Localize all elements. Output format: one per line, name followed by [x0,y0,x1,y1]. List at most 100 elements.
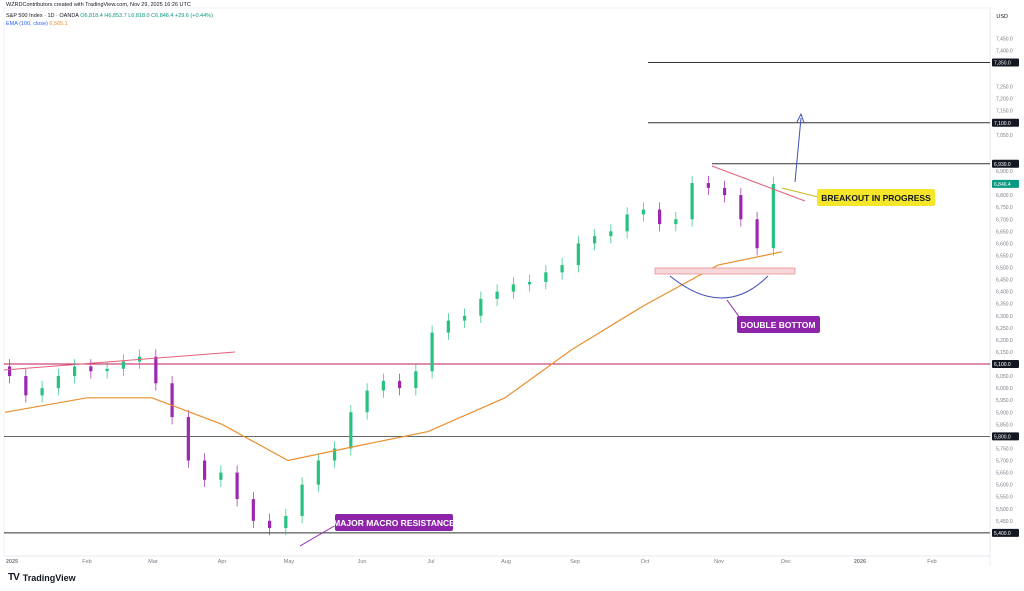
candle-body [105,368,109,372]
candle-body [40,388,44,396]
last-price-tag [992,179,1019,188]
candle-body [381,380,385,391]
y-tick-label: 6,000.0 [996,386,1013,392]
candle-body [690,183,694,220]
level-price-label: 6,100.0 [994,362,1011,368]
brand-name: TradingView [22,572,76,583]
ema-label[interactable]: EMA (100, close) [6,21,48,27]
y-tick-label: 5,750.0 [996,446,1013,452]
y-tick-label: 6,250.0 [996,326,1013,332]
y-tick-label: 6,500.0 [996,266,1013,272]
double-bottom-callout-label: DOUBLE BOTTOM [741,320,816,330]
candle-body [268,520,272,529]
y-tick-label: 7,450.0 [996,36,1013,42]
candle-body [560,265,564,273]
ascending-trendline [3,351,236,371]
ema-line [4,251,783,462]
candle-body [365,390,369,413]
candle-body [479,298,483,316]
breakout-callout-pointer [781,187,819,198]
y-tick-label: 6,050.0 [996,374,1013,380]
candle-body [414,371,418,389]
y-tick-label: 6,150.0 [996,350,1013,356]
candle-body [186,417,190,461]
level-price-label: 5,800.0 [994,434,1011,440]
candle-body [8,366,12,377]
candle-body [349,412,353,449]
level-price-tag [992,360,1019,368]
y-tick-label: 6,700.0 [996,217,1013,223]
candle-body [219,472,223,480]
candle-body [755,219,759,249]
y-tick-label: 5,900.0 [996,410,1013,416]
candle-body [251,499,255,521]
y-tick-label: 6,450.0 [996,278,1013,284]
candle-body [723,187,727,196]
y-tick-label: 5,450.0 [996,519,1013,525]
candle-body [446,320,450,333]
level-price-tag [992,159,1019,168]
candle-body [463,315,467,321]
y-tick-label: 5,550.0 [996,495,1013,501]
symbol-name[interactable]: S&P 500 Index · 1D · OANDA [6,13,79,19]
level-price-tag [992,528,1019,537]
candle-body [511,284,515,292]
candle-body [203,460,207,480]
x-tick-label: Jul [427,559,434,565]
y-tick-label: 5,600.0 [996,483,1013,489]
y-tick-label: 6,600.0 [996,241,1013,247]
level-price-tag [992,432,1019,441]
last-price-label: 6,846.4 [994,182,1011,188]
candle-body [593,236,597,244]
ema-legend: EMA (100, close) 6,565.1 [6,21,68,27]
y-tick-label: 7,050.0 [996,133,1013,139]
macro-callout [335,514,453,531]
x-tick-label: Nov [714,559,724,565]
candle-body [576,243,580,266]
candle-body [430,332,434,372]
candle-body [528,281,532,285]
candle-body [24,376,28,396]
candle-body [89,366,93,372]
y-tick-label: 6,200.0 [996,338,1013,344]
y-tick-label: 6,550.0 [996,253,1013,259]
double-bottom-callout-pointer [726,299,741,319]
y-tick-label: 5,650.0 [996,471,1013,477]
x-tick-label: Oct [641,559,650,565]
y-tick-label: 6,900.0 [996,169,1013,175]
candle-body [121,361,125,369]
level-price-label: 7,350.0 [994,60,1011,66]
y-tick-label: 7,400.0 [996,48,1013,54]
y-tick-label: 7,200.0 [996,97,1013,103]
y-tick-label: 6,300.0 [996,314,1013,320]
candle-body [771,184,775,249]
y-tick-label: 7,250.0 [996,85,1013,91]
axis-currency[interactable]: USD [996,14,1008,20]
x-tick-label: Jun [358,559,367,565]
y-tick-label: 5,500.0 [996,507,1013,513]
candle-body [170,383,174,418]
level-price-label: 5,400.0 [994,531,1011,537]
x-tick-label: May [284,559,295,565]
candle-body [658,209,662,225]
candle-body [300,484,304,516]
level-price-label: 7,100.0 [994,121,1011,127]
attribution-text: WZRDContributors created with TradingVie… [6,2,191,8]
candle-body [154,356,158,384]
candle-body [284,515,288,529]
candle-body [73,366,77,377]
macro-callout-pointer [299,524,337,547]
level-price-label: 6,930.0 [994,162,1011,168]
y-tick-label: 6,750.0 [996,205,1013,211]
y-tick-label: 7,150.0 [996,109,1013,115]
ema-value: 6,565.1 [49,21,68,27]
breakout-callout-label: BREAKOUT IN PROGRESS [821,193,931,203]
candle-body [316,460,320,485]
tradingview-brand[interactable]: TV TradingView [8,572,76,583]
x-tick-label: Apr [218,559,227,565]
y-tick-label: 5,950.0 [996,398,1013,404]
candle-body [495,291,499,299]
candle-body [333,448,337,461]
breakout-arrow-shaft [794,117,802,183]
